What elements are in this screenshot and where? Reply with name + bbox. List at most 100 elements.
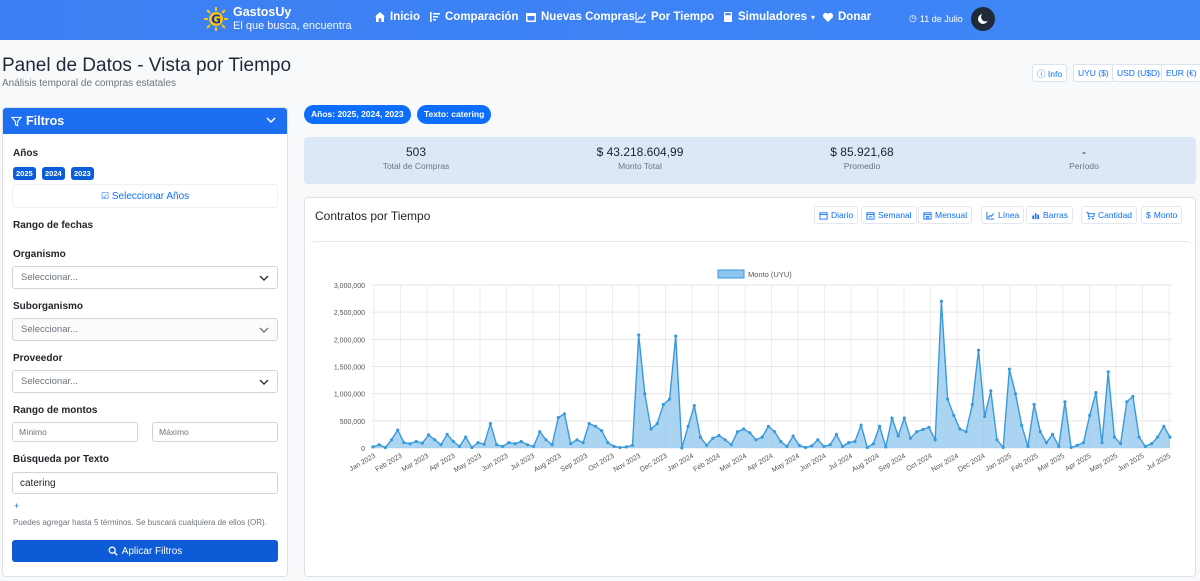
data-point (420, 441, 424, 445)
data-point (915, 430, 919, 434)
data-point (841, 444, 845, 448)
text-search-input[interactable]: catering (12, 472, 278, 494)
brand[interactable]: G GastosUy El que busca, encuentra (203, 5, 352, 33)
x-tick-label: Apr 2023 (428, 453, 456, 473)
active-filter-chip[interactable]: Texto: catering (417, 105, 492, 124)
cantidad-button[interactable]: Cantidad (1081, 206, 1138, 224)
apply-filters-button[interactable]: Aplicar Filtros (12, 540, 278, 562)
data-point (495, 443, 499, 447)
mensual-button[interactable]: Mensual (918, 206, 973, 224)
chart-bar-icon (1032, 212, 1039, 219)
nav-comparacion[interactable]: Comparación (429, 11, 519, 23)
data-point (637, 333, 641, 337)
data-point (612, 444, 616, 448)
chevron-down-icon (259, 275, 269, 281)
data-point (507, 441, 511, 445)
stat-label: Total de Compras (382, 161, 450, 171)
y-tick-label: 3,000,000 (334, 283, 365, 290)
theme-toggle-button[interactable] (971, 7, 995, 31)
data-point (606, 441, 610, 445)
diario-button[interactable]: Diario (814, 206, 859, 224)
data-point (1038, 430, 1042, 434)
semanal-button[interactable]: Semanal (861, 206, 917, 224)
data-point (989, 389, 993, 393)
data-point (427, 433, 431, 437)
caret-down-icon: ▾ (811, 12, 816, 22)
calendar-week-icon (866, 211, 875, 220)
data-point (779, 439, 783, 444)
data-point (1026, 444, 1030, 448)
data-point (470, 445, 474, 450)
moon-icon (978, 12, 990, 24)
data-point (1044, 441, 1048, 445)
barras-button[interactable]: Barras (1026, 206, 1074, 224)
nav-donar[interactable]: Donar (822, 11, 871, 23)
monto-button[interactable]: $ Monto (1141, 206, 1183, 224)
data-point (908, 436, 913, 440)
proveedor-placeholder: Seleccionar... (21, 376, 79, 387)
data-point (501, 444, 505, 448)
currency-usd-button[interactable]: USD (U$D) (1112, 64, 1165, 82)
data-point (711, 436, 715, 440)
clock-icon: ◷ (909, 13, 917, 23)
stat-value: 503 (405, 145, 427, 159)
data-point (488, 422, 492, 426)
nav-nuevas-compras[interactable]: Nuevas Compras (525, 11, 635, 23)
x-tick-label: Nov 2023 (613, 453, 643, 474)
data-point (871, 442, 876, 446)
currency-uyu-button[interactable]: UYU ($) (1073, 64, 1114, 82)
data-point (408, 442, 412, 446)
data-point (569, 442, 573, 446)
data-point (464, 435, 468, 439)
select-years-button[interactable]: ☑ Seleccionar Años (12, 184, 278, 208)
stat-label: Monto Total (618, 161, 662, 171)
info-icon: ⓘ (1037, 69, 1046, 79)
filters-header[interactable]: Filtros (3, 108, 287, 134)
data-point (532, 444, 536, 448)
chart-line-icon (635, 12, 646, 23)
calendar-icon (526, 13, 536, 22)
linea-button[interactable]: Línea (981, 206, 1025, 224)
x-tick-label: Oct 2023 (587, 453, 615, 473)
add-term-button[interactable]: + (14, 501, 20, 511)
data-point (766, 424, 770, 428)
x-tick-label: Apr 2024 (746, 453, 774, 473)
svg-text:G: G (211, 13, 221, 27)
select-years-label: Seleccionar Años (111, 190, 190, 202)
nav-inicio[interactable]: Inicio (374, 11, 420, 23)
data-point (389, 438, 394, 442)
active-filter-chip[interactable]: Años: 2025, 2024, 2023 (304, 105, 411, 124)
data-point (964, 430, 968, 434)
x-tick-label: May 2023 (453, 453, 483, 474)
max-amount-input[interactable]: Máximo (152, 422, 278, 442)
data-point (773, 430, 777, 434)
suborganismo-select[interactable]: Seleccionar... (12, 318, 278, 341)
time-series-chart: 3,000,000 2,500,000 2,000,000 1,500,000 1,00… (334, 269, 1172, 474)
nav-por-tiempo[interactable]: Por Tiempo (635, 11, 714, 23)
data-point (939, 299, 944, 303)
data-point (797, 443, 801, 447)
min-amount-input[interactable]: Mínimo (12, 422, 138, 442)
data-point (1032, 402, 1036, 407)
data-point (933, 438, 937, 442)
barras-label: Barras (1043, 210, 1069, 220)
organismo-select[interactable]: Seleccionar... (12, 266, 278, 289)
text-search-label: Búsqueda por Texto (13, 454, 109, 465)
data-point (649, 427, 653, 431)
info-button[interactable]: ⓘ Info (1032, 64, 1068, 82)
data-point (1094, 391, 1098, 395)
currency-eur-button[interactable]: EUR (€) (1161, 64, 1200, 82)
proveedor-select[interactable]: Seleccionar... (12, 370, 278, 393)
data-point (810, 444, 814, 448)
nav-comparacion-label: Comparación (445, 11, 519, 23)
data-point (643, 392, 647, 396)
data-point (1088, 413, 1092, 417)
nav-simuladores[interactable]: Simuladores ▾ (722, 11, 815, 23)
data-point (668, 397, 672, 401)
chart-area: 3,000,000 2,500,000 2,000,000 1,500,000 1,00… (308, 241, 1194, 581)
x-tick-label: Sep 2024 (878, 453, 908, 474)
stat-total-compras: 503 Total de Compras (306, 145, 526, 171)
data-point (735, 430, 740, 434)
data-point (581, 441, 585, 445)
calendar-icon (819, 211, 828, 220)
